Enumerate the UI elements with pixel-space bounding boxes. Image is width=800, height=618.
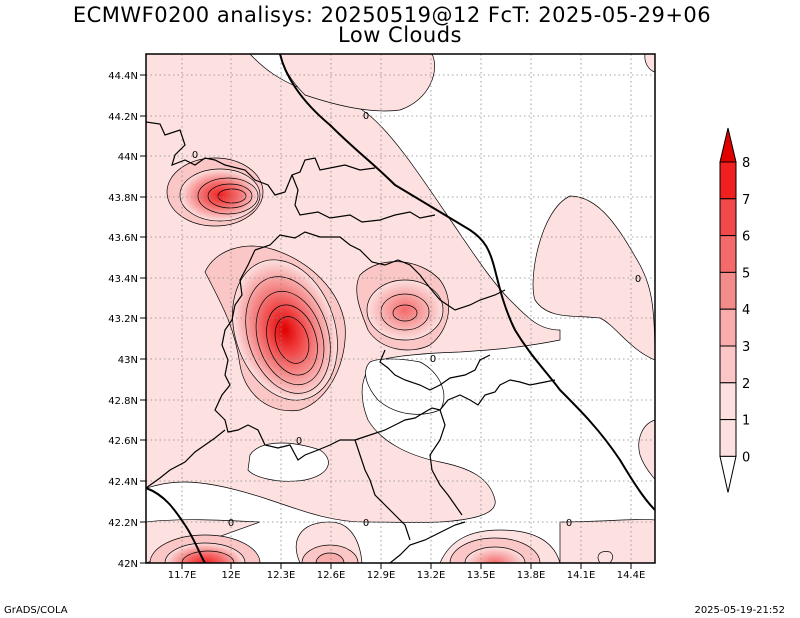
colorbar-swatch bbox=[719, 419, 737, 457]
colorbar-arrow-top bbox=[719, 127, 737, 163]
lat-label: 43.2N bbox=[108, 314, 138, 325]
lat-label: 44N bbox=[118, 152, 138, 163]
map-title: ECMWF0200 analisys: 20250519@12 FcT: 202… bbox=[73, 3, 711, 27]
colorbar-label: 7 bbox=[742, 193, 750, 208]
lon-label: 11.7E bbox=[168, 570, 197, 581]
colorbar-swatch bbox=[719, 345, 737, 384]
cloud-field-moderate bbox=[149, 157, 541, 563]
contour-label: 0 bbox=[566, 518, 572, 529]
contour-label: 0 bbox=[430, 354, 436, 365]
colorbar-swatch bbox=[719, 161, 737, 200]
colorbar-swatch bbox=[719, 198, 737, 237]
colorbar-label: 1 bbox=[742, 414, 750, 429]
contour-label: 0 bbox=[363, 111, 369, 122]
map-subtitle: Low Clouds bbox=[338, 23, 462, 47]
lat-label: 42.8N bbox=[108, 396, 138, 407]
lon-label: 13.2E bbox=[417, 570, 446, 581]
colorbar-swatch bbox=[719, 382, 737, 421]
contour-label: 0 bbox=[228, 518, 234, 529]
longitude-labels: 11.7E 12E 12.3E 12.6E 12.9E 13.2E 13.5E … bbox=[168, 570, 646, 581]
footer-timestamp: 2025-05-19-21:52 bbox=[694, 605, 785, 616]
lat-label: 43.8N bbox=[108, 193, 138, 204]
colorbar-swatch bbox=[719, 271, 737, 310]
contour-label: 0 bbox=[363, 518, 369, 529]
lat-label: 42.2N bbox=[108, 518, 138, 529]
lon-label: 12.9E bbox=[367, 570, 396, 581]
colorbar-label: 5 bbox=[742, 266, 750, 281]
cloud-field-holes bbox=[247, 358, 445, 482]
lat-label: 44.4N bbox=[108, 71, 138, 82]
lon-label: 12.3E bbox=[267, 570, 296, 581]
lon-label: 12.6E bbox=[317, 570, 346, 581]
colorbar-swatch bbox=[719, 235, 737, 273]
footer-credit: GrADS/COLA bbox=[4, 605, 68, 616]
coastline bbox=[279, 54, 655, 511]
colorbar-label: 6 bbox=[742, 230, 750, 245]
colorbar-label: 4 bbox=[742, 303, 750, 318]
colorbar-label: 3 bbox=[742, 340, 750, 355]
latitude-labels: 44.4N 44.2N 44N 43.8N 43.6N 43.4N 43.2N … bbox=[108, 71, 138, 570]
contour-labels: 0 0 0 0 0 0 0 0 bbox=[192, 111, 641, 529]
regional-boundaries bbox=[146, 121, 556, 563]
lon-label: 12E bbox=[221, 570, 240, 581]
lat-label: 44.2N bbox=[108, 112, 138, 123]
colorbar-swatch bbox=[719, 308, 737, 347]
contour-label: 0 bbox=[192, 150, 198, 161]
lon-label: 14.4E bbox=[617, 570, 646, 581]
lat-label: 42N bbox=[118, 559, 138, 570]
lat-label: 43.6N bbox=[108, 233, 138, 244]
coastline-south bbox=[146, 487, 206, 563]
lat-label: 43N bbox=[118, 355, 138, 366]
lon-label: 13.8E bbox=[517, 570, 546, 581]
axis-ticks bbox=[140, 74, 632, 569]
colorbar: 8 7 6 5 4 3 2 1 0 bbox=[719, 127, 750, 493]
lat-label: 42.6N bbox=[108, 436, 138, 447]
lat-label: 42.4N bbox=[108, 477, 138, 488]
lat-label: 43.4N bbox=[108, 274, 138, 285]
lon-label: 13.5E bbox=[467, 570, 496, 581]
contour-label: 0 bbox=[635, 274, 641, 285]
colorbar-label: 0 bbox=[742, 450, 750, 465]
plot-area: 0 0 0 0 0 0 0 0 bbox=[146, 54, 655, 563]
colorbar-label: 8 bbox=[742, 156, 750, 171]
contour-label: 0 bbox=[296, 436, 302, 447]
colorbar-label: 2 bbox=[742, 377, 750, 392]
lon-label: 14.1E bbox=[567, 570, 596, 581]
plot-frame bbox=[145, 53, 656, 564]
colorbar-arrow-bottom bbox=[719, 455, 737, 493]
